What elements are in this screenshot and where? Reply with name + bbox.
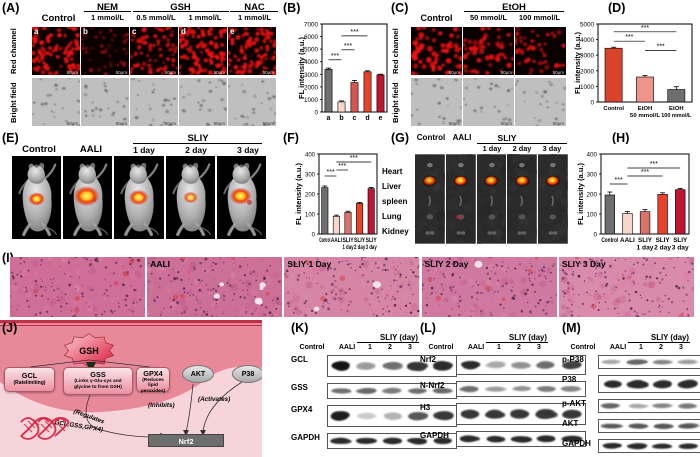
svg-text:Control: Control [601, 237, 618, 244]
svg-text:FL intensity (a.u.): FL intensity (a.u.) [576, 163, 585, 225]
svg-text:7000: 7000 [304, 22, 319, 29]
svg-text:SLIY: SLIY [656, 237, 671, 244]
svg-text:***: *** [350, 155, 358, 162]
svg-text:***: *** [327, 169, 335, 176]
svg-text:200: 200 [305, 193, 316, 199]
svg-text:1000: 1000 [580, 84, 595, 91]
svg-text:50 mmol/L: 50 mmol/L [630, 113, 661, 119]
svg-text:2 day: 2 day [654, 245, 671, 252]
svg-text:***: *** [350, 29, 358, 36]
svg-text:400: 400 [305, 153, 316, 159]
svg-text:SLIY: SLIY [354, 238, 365, 244]
svg-text:4000: 4000 [304, 59, 319, 66]
svg-text:***: *** [657, 44, 665, 51]
svg-text:AALI: AALI [620, 237, 635, 244]
svg-text:1 day: 1 day [637, 245, 654, 252]
svg-text:d: d [365, 115, 369, 122]
svg-text:SLIY: SLIY [638, 237, 653, 244]
svg-text:5000: 5000 [580, 22, 595, 29]
svg-text:1000: 1000 [304, 97, 319, 104]
svg-text:0: 0 [590, 100, 594, 107]
svg-text:3 day: 3 day [366, 245, 378, 251]
svg-text:2 day: 2 day [354, 245, 366, 251]
svg-text:2000: 2000 [580, 68, 595, 75]
svg-text:6000: 6000 [304, 34, 319, 41]
svg-text:b: b [339, 115, 343, 122]
svg-text:300: 300 [305, 173, 316, 179]
svg-text:4000: 4000 [580, 37, 595, 44]
svg-text:Control: Control [319, 238, 330, 244]
svg-text:***: *** [650, 161, 658, 168]
svg-text:100: 100 [586, 212, 597, 219]
svg-text:***: *** [641, 25, 649, 32]
svg-text:100 mmol/L: 100 mmol/L [661, 113, 692, 119]
svg-text:3 day: 3 day [672, 245, 689, 252]
svg-text:1 day: 1 day [342, 245, 354, 251]
svg-text:SLIY: SLIY [342, 238, 353, 244]
svg-text:EtOH: EtOH [669, 106, 684, 112]
svg-text:2000: 2000 [304, 84, 319, 91]
svg-text:SLIY: SLIY [366, 238, 377, 244]
svg-text:5000: 5000 [304, 47, 319, 54]
svg-text:100: 100 [305, 213, 316, 219]
svg-text:EtOH: EtOH [638, 106, 653, 112]
svg-text:200: 200 [586, 192, 597, 199]
svg-text:***: *** [338, 163, 346, 170]
svg-text:***: *** [641, 169, 649, 176]
svg-text:FL intensity (a.u.): FL intensity (a.u.) [573, 32, 582, 94]
svg-text:300: 300 [586, 172, 597, 179]
svg-text:FL intensity (a.u.): FL intensity (a.u.) [297, 37, 306, 99]
svg-text:3000: 3000 [580, 53, 595, 60]
svg-text:c: c [353, 115, 357, 122]
svg-text:Control: Control [603, 106, 624, 112]
svg-text:AALI: AALI [331, 238, 342, 244]
svg-text:***: *** [615, 177, 623, 184]
svg-text:0: 0 [593, 232, 597, 239]
svg-text:***: *** [625, 34, 633, 41]
svg-text:SLIY: SLIY [673, 237, 688, 244]
svg-text:400: 400 [586, 152, 597, 159]
svg-text:a: a [327, 115, 331, 122]
svg-text:***: *** [344, 43, 352, 50]
svg-text:***: *** [331, 53, 339, 60]
svg-text:0: 0 [314, 110, 318, 117]
svg-text:FL intensity (a.u.): FL intensity (a.u.) [294, 163, 303, 225]
svg-text:3000: 3000 [304, 72, 319, 79]
